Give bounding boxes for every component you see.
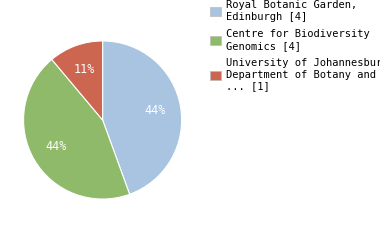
- Wedge shape: [24, 60, 130, 199]
- Text: 11%: 11%: [73, 63, 95, 76]
- Text: 44%: 44%: [45, 140, 67, 153]
- Text: 44%: 44%: [145, 104, 166, 117]
- Wedge shape: [103, 41, 182, 194]
- Wedge shape: [52, 41, 103, 120]
- Legend: Royal Botanic Garden,
Edinburgh [4], Centre for Biodiversity
Genomics [4], Unive: Royal Botanic Garden, Edinburgh [4], Cen…: [210, 0, 380, 91]
